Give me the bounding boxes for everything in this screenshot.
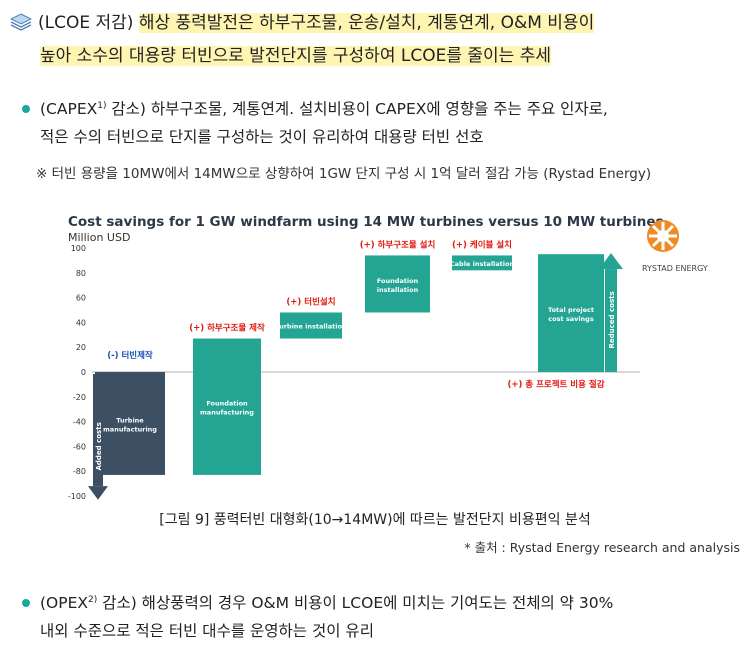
y-ticks: 100 80 60 40 20 0 -20 -40 -60 -80 -100 bbox=[68, 244, 86, 501]
section-heading: (LCOE 저감) 해상 풍력발전은 하부구조물, 운송/설치, 계통연계, O… bbox=[9, 8, 745, 71]
opex-line-1: 감소) 해상풍력의 경우 O&M 비용이 LCOE에 미치는 기여도는 전체의 … bbox=[97, 594, 614, 613]
capex-bullet: (CAPEX1) 감소) 하부구조물, 계통연계. 설치비용이 CAPEX에 영… bbox=[18, 92, 743, 151]
note-text: ※ 터빈 용량을 10MW에서 14MW으로 상향하여 1GW 단지 구성 시 … bbox=[36, 166, 652, 182]
reduced-costs-arrowhead bbox=[599, 252, 623, 270]
bar-annotation: (+) 하부구조물 설치 bbox=[360, 239, 436, 250]
opex-label: (OPEX bbox=[40, 594, 89, 613]
figure-caption: [그림 9] 풍력터빈 대형화(10→14MW)에 따르는 발전단지 비용편익 … bbox=[159, 512, 591, 528]
bar-annotation: (+) 하부구조물 제작 bbox=[189, 323, 265, 334]
y-tick-label: -100 bbox=[68, 492, 86, 501]
waterfall-chart: Cost savings for 1 GW windfarm using 14 … bbox=[68, 214, 708, 501]
heading-prefix: (LCOE 저감) bbox=[38, 13, 134, 33]
bar bbox=[280, 312, 342, 339]
opex-line-2: 내외 수준으로 적은 터빈 대수를 운영하는 것이 유리 bbox=[40, 622, 374, 641]
bar-annotation: (-) 터빈제작 bbox=[107, 350, 153, 361]
y-tick-label: -80 bbox=[73, 467, 86, 476]
capex-footnote: 1) bbox=[97, 101, 107, 111]
y-tick-label: 20 bbox=[76, 343, 86, 352]
opex-bullet: (OPEX2) 감소) 해상풍력의 경우 O&M 비용이 LCOE에 미치는 기… bbox=[18, 586, 743, 645]
direction-arrows: Added costs Reduced costs bbox=[88, 252, 623, 500]
bar-inner-label: Foundation bbox=[206, 400, 248, 408]
logo-text: RYSTAD ENERGY bbox=[642, 264, 708, 273]
y-tick-label: -40 bbox=[73, 418, 86, 427]
bar-inner-label: Turbine installation bbox=[275, 323, 347, 331]
y-tick-label: -60 bbox=[73, 442, 86, 451]
bullet-dot-icon bbox=[22, 104, 30, 113]
source-note: * 출처 : Rystad Energy research and analys… bbox=[464, 540, 740, 555]
added-costs-label: Added costs bbox=[95, 422, 103, 470]
bar-inner-label: Foundation bbox=[377, 277, 419, 285]
bar bbox=[193, 338, 261, 475]
capex-line-1: 감소) 하부구조물, 계통연계. 설치비용이 CAPEX에 영향을 주는 주요 … bbox=[106, 100, 608, 119]
bar bbox=[452, 255, 512, 271]
y-tick-label: 0 bbox=[81, 368, 86, 377]
bar-inner-label: Total project bbox=[548, 306, 594, 314]
bar bbox=[538, 254, 604, 372]
capex-line-2: 적은 수의 터빈으로 단지를 구성하는 것이 유리하여 대용량 터빈 선호 bbox=[40, 128, 484, 147]
heading-line-1: 해상 풍력발전은 하부구조물, 운송/설치, 계통연계, O&M 비용이 bbox=[138, 13, 595, 33]
y-tick-label: 80 bbox=[76, 269, 86, 278]
reduced-costs-arrow bbox=[605, 269, 617, 372]
added-costs-arrowhead bbox=[88, 486, 108, 500]
bar-annotation: (+) 터빈설치 bbox=[286, 296, 335, 307]
capex-label: (CAPEX bbox=[40, 100, 98, 119]
bar-inner-label: cost savings bbox=[548, 315, 594, 323]
added-costs-arrow bbox=[93, 374, 103, 487]
y-tick-label: 40 bbox=[76, 318, 86, 327]
y-axis-label: Million USD bbox=[68, 231, 130, 244]
y-tick-label: 100 bbox=[71, 244, 86, 253]
bar-inner-label: manufacturing bbox=[200, 409, 254, 417]
bullet-dot-icon bbox=[22, 598, 30, 607]
stack-icon bbox=[9, 11, 33, 41]
y-tick-label: 60 bbox=[76, 294, 86, 303]
heading-line-2: 높아 소수의 대용량 터빈으로 발전단지를 구성하여 LCOE를 줄이는 추세 bbox=[40, 46, 551, 66]
bar-annotation: (+) 총 프로젝트 비용 절감 bbox=[507, 379, 604, 390]
rystad-logo-icon bbox=[647, 220, 679, 252]
bar-inner-label: Cable installation bbox=[450, 260, 515, 268]
bar bbox=[365, 255, 430, 313]
reduced-costs-label: Reduced costs bbox=[608, 291, 616, 348]
chart-title: Cost savings for 1 GW windfarm using 14 … bbox=[68, 214, 664, 230]
y-tick-label: -20 bbox=[73, 393, 86, 402]
bar bbox=[95, 372, 165, 475]
bar-inner-label: Turbine bbox=[116, 416, 144, 424]
opex-footnote: 2) bbox=[88, 595, 98, 605]
bar-inner-label: installation bbox=[377, 286, 419, 294]
bar-annotation: (+) 케이블 설치 bbox=[452, 239, 512, 250]
bar-inner-label: manufacturing bbox=[103, 425, 157, 433]
